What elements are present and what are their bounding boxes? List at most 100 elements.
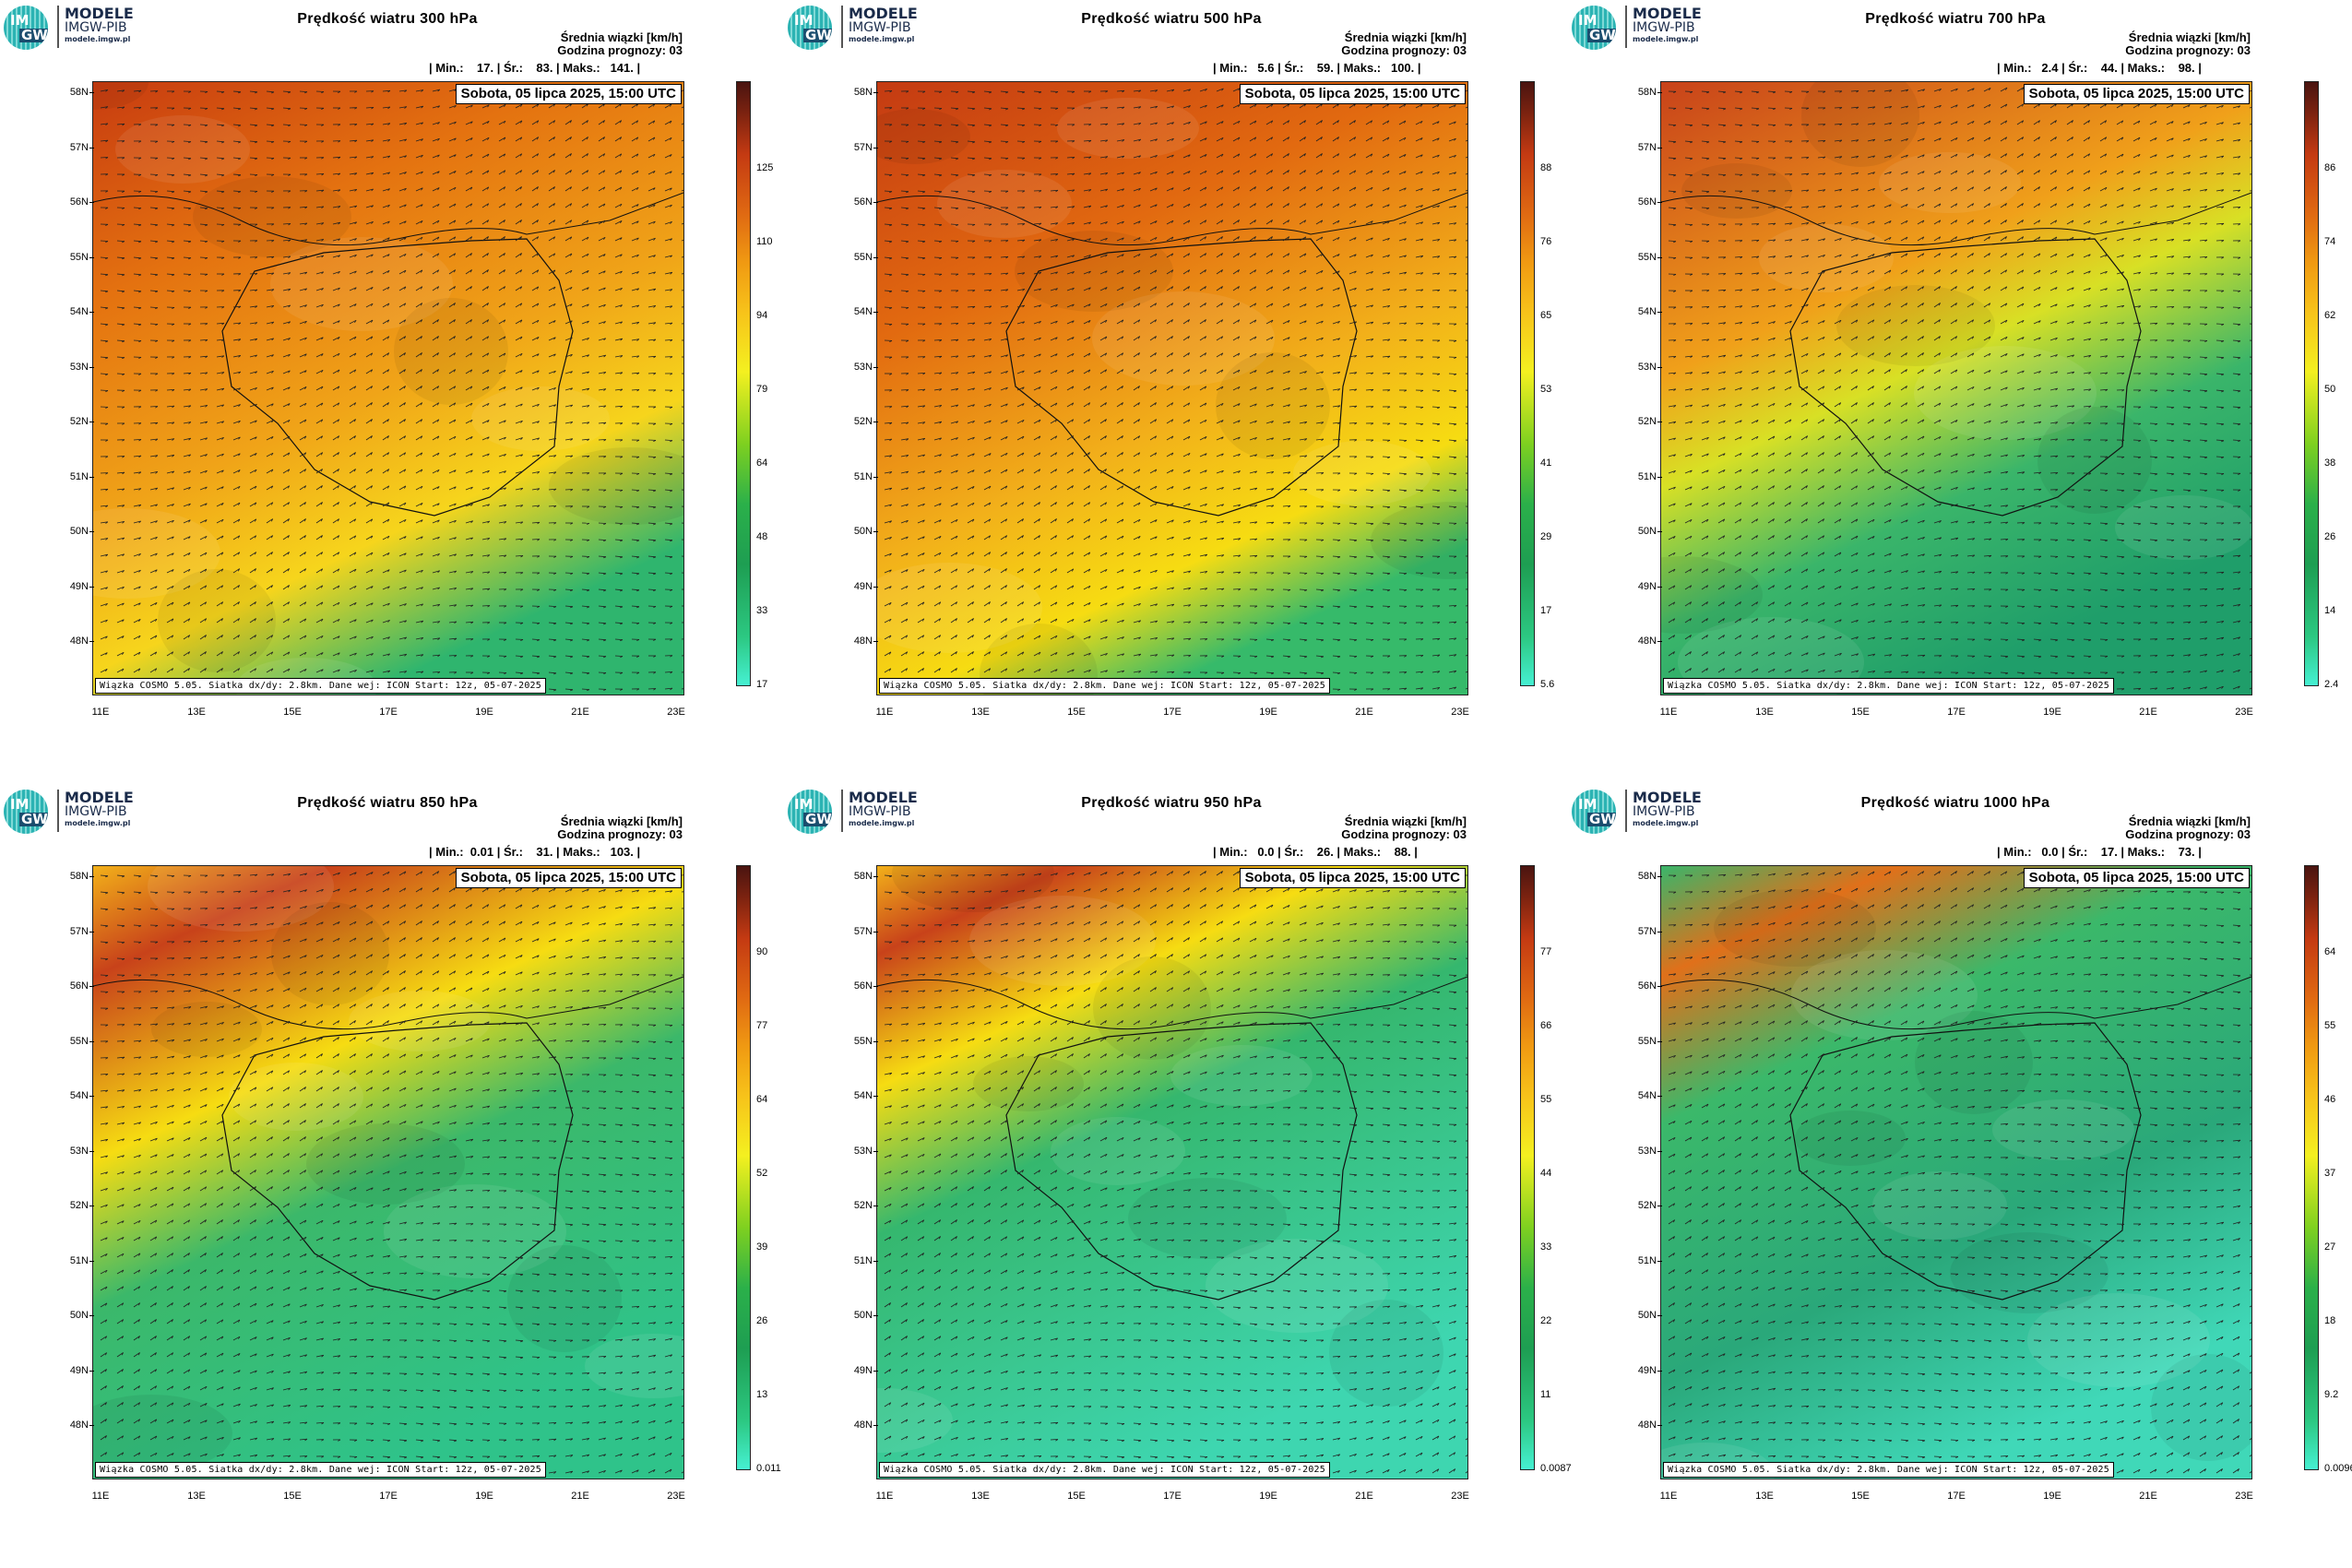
latitude-label: 54N <box>836 1090 878 1101</box>
country-border <box>221 238 574 517</box>
colorbar-tick-label: 64 <box>756 457 768 469</box>
logo-line-1: MODELE <box>849 5 918 22</box>
imgw-logo-icon: IM GW <box>4 790 48 834</box>
country-border <box>1005 1022 1358 1301</box>
wind-speed-field <box>93 82 683 695</box>
longitude-label: 21E <box>2139 1491 2157 1502</box>
info-units: Średnia wiązki [km/h] <box>560 30 683 44</box>
imgw-logo: IM GW MODELE IMGW-PIB modele.imgw.pl <box>1572 4 1702 50</box>
logo-url: modele.imgw.pl <box>849 819 915 827</box>
colorbar-tick-label: 27 <box>2324 1241 2336 1253</box>
logo-url: modele.imgw.pl <box>65 819 131 827</box>
imgw-logo-icon: IM GW <box>4 6 48 50</box>
latitude-label: 54N <box>1620 306 1662 317</box>
longitude-label: 15E <box>1067 1491 1086 1502</box>
colorbar-tick-label: 62 <box>2324 310 2336 321</box>
latitude-label: 50N <box>836 1310 878 1321</box>
wind-arrows <box>1668 871 2251 1476</box>
latitude-label: 54N <box>52 306 94 317</box>
latitude-label: 57N <box>52 142 94 153</box>
coastline <box>93 192 683 246</box>
longitude-label: 13E <box>187 1491 206 1502</box>
imgw-logo: IM GW MODELE IMGW-PIB modele.imgw.pl <box>4 788 134 834</box>
longitude-label: 11E <box>875 707 894 718</box>
info-forecast-hour: Godzina prognozy: 03 <box>1341 827 1467 841</box>
longitude-label: 11E <box>1659 1491 1678 1502</box>
logo-text: MODELE IMGW-PIB modele.imgw.pl <box>1625 6 1716 48</box>
latitude-label: 58N <box>1620 87 1662 98</box>
logo-mark-bottom: GW <box>803 811 832 827</box>
logo-mark-bottom: GW <box>19 811 48 827</box>
latitude-label: 50N <box>1620 1310 1662 1321</box>
latitude-label: 52N <box>1620 416 1662 427</box>
logo-line-2: IMGW-PIB <box>849 804 911 819</box>
colorbar-tick-label: 0.011 <box>756 1463 781 1474</box>
latitude-label: 52N <box>1620 1200 1662 1211</box>
latitude-label: 57N <box>1620 926 1662 937</box>
latitude-label: 48N <box>52 636 94 647</box>
longitude-label: 23E <box>1451 1491 1469 1502</box>
colorbar-tick-label: 64 <box>2324 946 2336 957</box>
model-footer: Wiązka COSMO 5.05. Siatka dx/dy: 2.8km. … <box>95 678 546 694</box>
logo-line-1: MODELE <box>1633 5 1702 22</box>
longitude-label: 21E <box>1355 1491 1373 1502</box>
imgw-logo: IM GW MODELE IMGW-PIB modele.imgw.pl <box>788 4 918 50</box>
colorbar-tick-label: 46 <box>2324 1094 2336 1105</box>
wind-speed-field <box>93 866 683 1479</box>
latitude-label: 58N <box>52 871 94 882</box>
wind-map: Sobota, 05 lipca 2025, 15:00 UTC Wiązka C… <box>876 865 1468 1479</box>
latitude-label: 51N <box>1620 1255 1662 1266</box>
colorbar-tick-label: 18 <box>2324 1315 2336 1326</box>
latitude-label: 56N <box>52 980 94 992</box>
colorbar <box>2304 865 2319 1470</box>
panel-stats: | Min.: 2.4 | Śr.: 44. | Maks.: 98. | <box>1997 61 2202 75</box>
logo-url: modele.imgw.pl <box>849 35 915 43</box>
colorbar-tick-label: 77 <box>756 1020 768 1031</box>
latitude-label: 55N <box>52 252 94 263</box>
colorbar-tick-label: 125 <box>756 162 774 173</box>
logo-mark-top: IM <box>1578 12 1598 29</box>
country-border <box>1005 238 1358 517</box>
longitude-label: 21E <box>571 707 589 718</box>
colorbar-tick-label: 53 <box>1540 384 1552 395</box>
latitude-label: 54N <box>52 1090 94 1101</box>
panel-info: Średnia wiązki [km/h] Godzina prognozy: 0… <box>2125 815 2251 841</box>
longitude-label: 19E <box>1259 707 1277 718</box>
valid-date: Sobota, 05 lipca 2025, 15:00 UTC <box>455 868 682 888</box>
latitude-label: 55N <box>836 1036 878 1047</box>
panel-title: Prędkość wiatru 1000 hPa <box>1860 795 2050 811</box>
forecast-panel: IM GW MODELE IMGW-PIB modele.imgw.pl Prędkość… <box>1568 784 2352 1568</box>
logo-line-2: IMGW-PIB <box>849 20 911 35</box>
colorbar-tick-label: 38 <box>2324 457 2336 469</box>
wind-arrows <box>100 871 683 1476</box>
colorbar-tick-label: 55 <box>1540 1094 1552 1105</box>
wind-speed-field <box>877 866 1467 1479</box>
logo-line-1: MODELE <box>849 789 918 806</box>
latitude-label: 55N <box>1620 252 1662 263</box>
forecast-panel: IM GW MODELE IMGW-PIB modele.imgw.pl Prędkość… <box>0 784 784 1568</box>
forecast-panel: IM GW MODELE IMGW-PIB modele.imgw.pl Prędkość… <box>1568 0 2352 784</box>
colorbar-tick-label: 29 <box>1540 531 1552 542</box>
colorbar-tick-label: 86 <box>2324 162 2336 173</box>
info-units: Średnia wiązki [km/h] <box>1344 30 1467 44</box>
colorbar-tick-label: 17 <box>756 679 768 690</box>
latitude-label: 48N <box>1620 636 1662 647</box>
coastline <box>877 976 1467 1030</box>
longitude-label: 15E <box>1851 707 1870 718</box>
latitude-label: 49N <box>836 1365 878 1376</box>
logo-text: MODELE IMGW-PIB modele.imgw.pl <box>57 6 148 48</box>
latitude-label: 53N <box>836 1146 878 1157</box>
latitude-label: 52N <box>836 416 878 427</box>
latitude-label: 53N <box>52 1146 94 1157</box>
wind-speed-field <box>1661 82 2251 695</box>
latitude-label: 49N <box>1620 1365 1662 1376</box>
panel-info: Średnia wiązki [km/h] Godzina prognozy: 0… <box>1341 815 1467 841</box>
colorbar <box>1520 81 1535 686</box>
colorbar-tick-label: 55 <box>2324 1020 2336 1031</box>
wind-arrows <box>100 87 683 692</box>
longitude-label: 13E <box>187 707 206 718</box>
latitude-label: 56N <box>1620 980 1662 992</box>
latitude-label: 53N <box>1620 1146 1662 1157</box>
wind-map: Sobota, 05 lipca 2025, 15:00 UTC Wiązka C… <box>1660 865 2252 1479</box>
panel-info: Średnia wiązki [km/h] Godzina prognozy: 0… <box>1341 31 1467 57</box>
